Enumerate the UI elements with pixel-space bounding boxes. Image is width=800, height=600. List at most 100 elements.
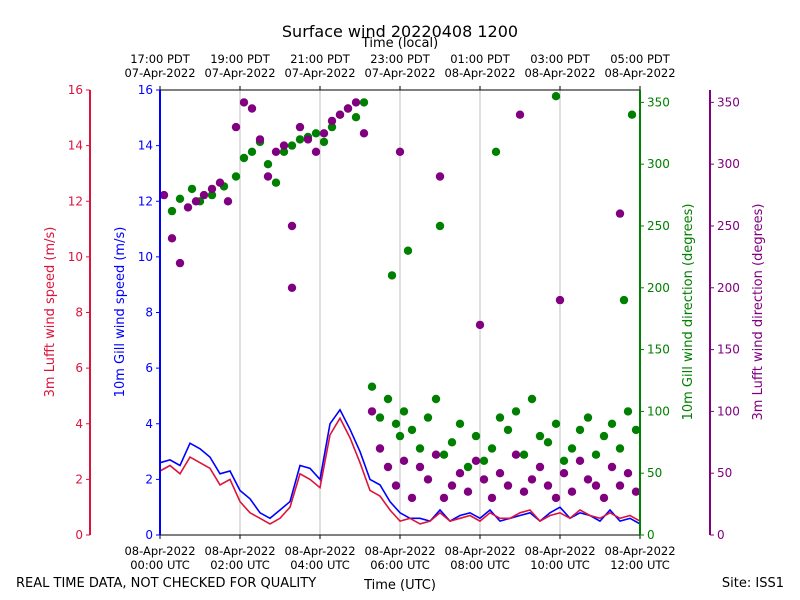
series-point-10m-gill-wind-direction <box>207 190 217 200</box>
series-point-3m-lufft-wind-direction <box>583 475 593 484</box>
top-tick-label-time: 21:00 PDT <box>290 52 351 66</box>
series-point-10m-gill-wind-direction <box>463 462 473 472</box>
series-point-10m-gill-wind-direction <box>423 413 433 422</box>
bottom-tick-label-date: 08-Apr-2022 <box>284 544 355 558</box>
top-tick-label-time: 01:00 PDT <box>450 52 511 66</box>
grid-lines <box>239 90 561 535</box>
series-point-3m-lufft-wind-direction <box>535 462 545 472</box>
series-point-10m-gill-wind-direction <box>279 147 289 156</box>
series-point-10m-gill-wind-direction <box>287 141 297 150</box>
series-point-10m-gill-wind-direction <box>439 450 449 459</box>
top-tick-label-time: 03:00 PDT <box>530 52 591 66</box>
series-point-3m-lufft-wind-direction <box>351 98 361 107</box>
top-tick-label-time: 19:00 PDT <box>210 52 271 66</box>
lufft-speed-axis-tick-label: 10 <box>68 250 83 264</box>
series-point-10m-gill-wind-direction <box>623 407 633 416</box>
lufft-direction-axis-tick-label: 150 <box>717 343 740 357</box>
series-point-10m-gill-wind-direction <box>615 444 625 453</box>
series-point-10m-gill-wind-direction <box>519 450 529 459</box>
gill-direction-axis-tick-label: 0 <box>647 528 655 542</box>
gill-direction-axis-label: 10m Gill wind direction (degrees) <box>681 204 696 421</box>
series-point-10m-gill-wind-direction <box>487 444 497 453</box>
gill-speed-axis-tick-label: 10 <box>138 250 153 264</box>
series-point-3m-lufft-wind-direction <box>223 197 233 206</box>
top-tick-label-date: 07-Apr-2022 <box>284 66 355 80</box>
series-point-10m-gill-wind-direction <box>167 206 177 216</box>
top-tick-label-date: 08-Apr-2022 <box>444 66 515 80</box>
series-point-10m-gill-wind-direction <box>359 98 369 107</box>
series-point-3m-lufft-wind-direction <box>431 450 441 459</box>
series-point-3m-lufft-wind-direction <box>551 493 561 503</box>
series-point-3m-lufft-wind-direction <box>399 456 409 465</box>
series-point-3m-lufft-wind-direction <box>575 456 585 465</box>
series-point-10m-gill-wind-direction <box>447 438 457 447</box>
site-label: Site: ISS1 <box>722 576 784 591</box>
top-tick-label-date: 07-Apr-2022 <box>364 66 435 80</box>
top-tick-label-time: 05:00 PDT <box>610 52 671 66</box>
chart-title: Surface wind 20220408 1200 <box>282 22 518 41</box>
series-point-3m-lufft-wind-direction <box>391 481 401 490</box>
top-tick-label-date: 07-Apr-2022 <box>124 66 195 80</box>
series-point-10m-gill-wind-direction <box>403 246 413 255</box>
series-point-3m-lufft-wind-direction <box>615 481 625 490</box>
series-point-10m-gill-wind-direction <box>435 221 445 231</box>
series-line-3m-lufft-wind-speed <box>159 416 641 525</box>
series-point-3m-lufft-wind-direction <box>567 487 577 496</box>
series-point-3m-lufft-wind-direction <box>311 147 321 156</box>
series-point-3m-lufft-wind-direction <box>395 147 405 156</box>
gill-speed-axis-label: 10m Gill wind speed (m/s) <box>113 227 128 398</box>
series-point-10m-gill-wind-direction <box>631 425 641 435</box>
series-point-3m-lufft-wind-direction <box>199 190 209 200</box>
lufft-direction-axis-label: 3m Lufft wind direction (degrees) <box>751 204 766 421</box>
series-point-3m-lufft-wind-direction <box>439 493 449 503</box>
quality-disclaimer: REAL TIME DATA, NOT CHECKED FOR QUALITY <box>16 576 316 591</box>
series-point-10m-gill-wind-direction <box>395 431 405 441</box>
series-point-3m-lufft-wind-direction <box>475 320 485 330</box>
series-point-3m-lufft-wind-direction <box>247 104 257 113</box>
series-point-3m-lufft-wind-direction <box>207 184 217 194</box>
series-point-3m-lufft-wind-direction <box>319 129 329 138</box>
gill-direction-axis-tick-label: 250 <box>647 219 670 233</box>
gill-speed-axis-tick-label: 4 <box>145 417 153 431</box>
series-point-10m-gill-wind-direction <box>627 110 637 119</box>
gill-direction-axis-tick-label: 350 <box>647 95 670 109</box>
series-point-10m-gill-wind-direction <box>327 122 337 132</box>
series-point-10m-gill-wind-direction <box>247 147 257 156</box>
series-point-10m-gill-wind-direction <box>491 147 501 156</box>
series-point-3m-lufft-wind-direction <box>255 135 265 144</box>
series-point-10m-gill-wind-direction <box>391 419 401 428</box>
series-point-10m-gill-wind-direction <box>319 137 329 147</box>
series-point-10m-gill-wind-direction <box>367 382 377 391</box>
series-point-10m-gill-wind-direction <box>619 295 629 305</box>
series-point-3m-lufft-wind-direction <box>591 481 601 490</box>
bottom-tick-label-time: 12:00 UTC <box>610 558 670 572</box>
series-point-3m-lufft-wind-direction <box>335 110 345 119</box>
series-point-10m-gill-wind-direction <box>295 135 305 144</box>
series-point-10m-gill-wind-direction <box>387 271 397 280</box>
lufft-speed-axis-tick-label: 12 <box>68 194 83 208</box>
series-point-10m-gill-wind-direction <box>575 425 585 435</box>
series-point-3m-lufft-wind-direction <box>615 209 625 218</box>
series-point-3m-lufft-wind-direction <box>543 481 553 490</box>
series-point-3m-lufft-wind-direction <box>511 450 521 459</box>
bottom-tick-label-date: 08-Apr-2022 <box>604 544 675 558</box>
series-point-3m-lufft-wind-direction <box>239 98 249 107</box>
bottom-tick-label-date: 08-Apr-2022 <box>364 544 435 558</box>
series-point-10m-gill-wind-direction <box>479 456 489 465</box>
series-point-3m-lufft-wind-direction <box>191 197 201 206</box>
series-point-3m-lufft-wind-direction <box>263 172 273 181</box>
series-point-3m-lufft-wind-direction <box>623 469 633 478</box>
series-point-3m-lufft-wind-direction <box>327 116 337 126</box>
series-point-10m-gill-wind-direction <box>503 425 513 435</box>
lufft-speed-axis-tick-label: 0 <box>75 528 83 542</box>
series-point-3m-lufft-wind-direction <box>559 469 569 478</box>
series-point-3m-lufft-wind-direction <box>231 122 241 132</box>
series-point-3m-lufft-wind-direction <box>383 462 393 472</box>
series-point-10m-gill-wind-direction <box>263 160 273 169</box>
series-point-10m-gill-wind-direction <box>351 113 361 122</box>
series-point-3m-lufft-wind-direction <box>607 462 617 472</box>
series-point-10m-gill-wind-direction <box>543 438 553 447</box>
series-point-10m-gill-wind-direction <box>583 413 593 422</box>
